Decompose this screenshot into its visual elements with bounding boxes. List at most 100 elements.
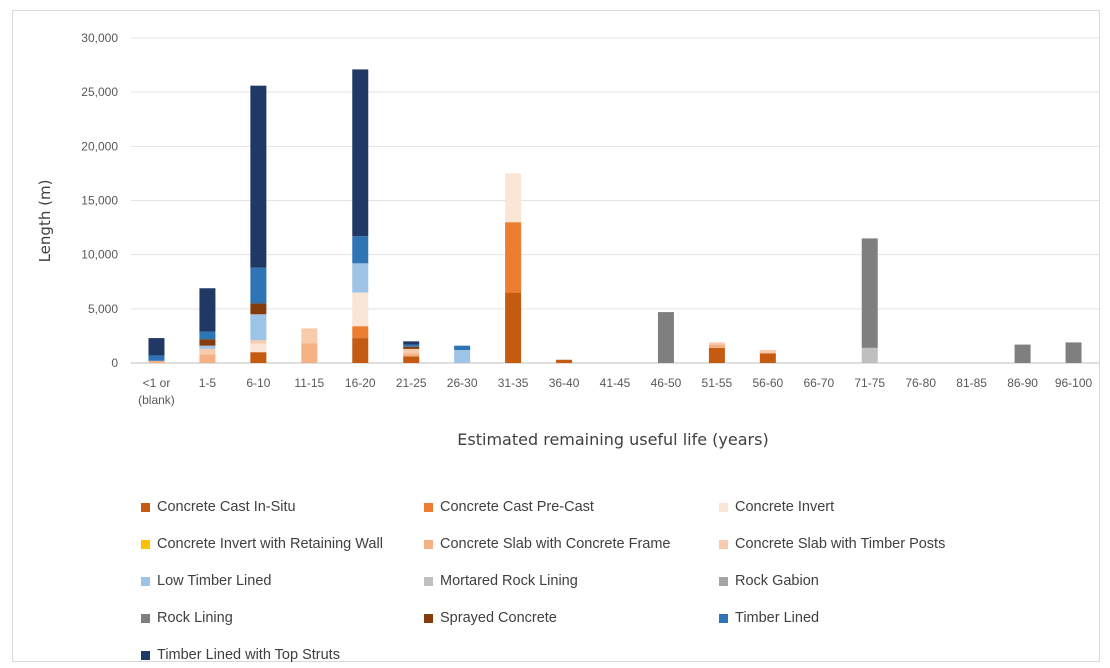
y-axis-ticks: 0 5,000 10,000 15,000 20,000 25,000 30,000: [81, 31, 118, 370]
chart-plot: 0 5,000 10,000 15,000 20,000 25,000 30,000 <1 …: [36, 31, 1099, 449]
legend-swatch: [719, 539, 728, 549]
bar-segment: [403, 346, 420, 349]
y-tick-label: 30,000: [81, 31, 118, 45]
bar-segment: [403, 344, 420, 347]
bar-segment: [505, 173, 522, 223]
x-tick-label: 51-55: [702, 376, 733, 390]
bar-segment: [657, 312, 674, 363]
x-tick-label: 41-45: [600, 376, 631, 390]
x-tick-label: <1 or (blank): [138, 376, 175, 407]
legend-label: Concrete Slab with Timber Posts: [735, 536, 946, 552]
bar-segment: [301, 328, 318, 344]
bar-segment: [454, 350, 471, 363]
legend-item: Concrete Invert with Retaining Wall: [141, 534, 424, 554]
bar-segment: [708, 347, 725, 363]
bar-segment: [250, 340, 267, 344]
bar-segment: [199, 354, 216, 363]
y-tick-label: 0: [111, 356, 118, 370]
bar-segment: [352, 263, 369, 293]
legend-swatch: [719, 576, 728, 586]
bar-segment: [148, 360, 165, 363]
x-axis-ticks: <1 or (blank) 1-5 6-10 11-15 16-20 21-25 26-30 3…: [138, 376, 1092, 407]
x-tick-label: 66-70: [803, 376, 834, 390]
bar-segment: [148, 338, 165, 356]
legend-swatch: [424, 539, 433, 549]
legend-swatch: [141, 613, 150, 623]
x-tick-label: 76-80: [905, 376, 936, 390]
bar-segment: [352, 338, 369, 363]
bar-segment: [861, 347, 878, 363]
x-axis-title: Estimated remaining useful life (years): [457, 430, 768, 449]
bar-segment: [1014, 344, 1031, 363]
x-tick-label: 1-5: [199, 376, 217, 390]
bar-segment: [403, 356, 420, 363]
bar-segment: [708, 344, 725, 348]
legend-item: Rock Lining: [141, 608, 424, 628]
x-tick-label: 56-60: [752, 376, 783, 390]
legend-label: Concrete Slab with Concrete Frame: [440, 536, 671, 552]
bar-segment: [759, 350, 776, 354]
legend-swatch: [141, 502, 150, 512]
x-tick-label: 26-30: [447, 376, 478, 390]
bar-segment: [505, 292, 522, 363]
legend-label: Mortared Rock Lining: [440, 573, 578, 589]
legend-label: Rock Gabion: [735, 573, 819, 589]
legend-label: Concrete Invert with Retaining Wall: [157, 536, 383, 552]
x-tick-label: 81-85: [956, 376, 987, 390]
bar-segment: [1065, 342, 1082, 363]
bar-segment: [556, 359, 573, 363]
legend-item: Concrete Invert: [719, 497, 1019, 517]
bar-segment: [403, 348, 420, 354]
y-axis-title: Length (m): [36, 180, 54, 263]
x-tick-label: 96-100: [1055, 376, 1093, 390]
bar-segment: [250, 352, 267, 363]
legend-label: Rock Lining: [157, 610, 233, 626]
bar-segment: [199, 339, 216, 346]
legend-item: Sprayed Concrete: [424, 608, 719, 628]
legend: Concrete Cast In-Situ Concrete Cast Pre-C…: [141, 497, 1041, 665]
legend-swatch: [141, 576, 150, 586]
legend-swatch: [424, 502, 433, 512]
y-tick-label: 25,000: [81, 85, 118, 99]
bar-segment: [861, 238, 878, 348]
x-tick-label: 71-75: [854, 376, 885, 390]
legend-label: Low Timber Lined: [157, 573, 272, 589]
x-tick-label: 86-90: [1007, 376, 1038, 390]
legend-item: Rock Gabion: [719, 571, 1019, 591]
legend-swatch: [719, 502, 728, 512]
bar-segment: [199, 288, 216, 332]
x-tick-label: 21-25: [396, 376, 427, 390]
legend-label: Concrete Invert: [735, 499, 835, 515]
bar-segment: [352, 326, 369, 339]
x-tick-label: 36-40: [549, 376, 580, 390]
bar-segment: [505, 222, 522, 293]
legend-item: Mortared Rock Lining: [424, 571, 719, 591]
legend-swatch: [719, 613, 728, 623]
bar-segment: [352, 69, 369, 237]
legend-label: Timber Lined: [735, 610, 820, 626]
x-tick-label: 46-50: [651, 376, 682, 390]
legend-item: Timber Lined with Top Struts: [141, 645, 424, 665]
bar-segment: [403, 341, 420, 345]
x-tick-label: 11-15: [294, 376, 324, 390]
legend-item: Concrete Cast Pre-Cast: [424, 497, 719, 517]
legend-item: Concrete Slab with Concrete Frame: [424, 534, 719, 554]
bar-segment: [250, 343, 267, 353]
y-tick-label: 20,000: [81, 139, 118, 153]
y-tick-label: 5,000: [88, 302, 118, 316]
bar-segment: [250, 267, 267, 304]
gridlines: [131, 37, 1099, 364]
bar-segment: [301, 343, 318, 363]
legend-item: Low Timber Lined: [141, 571, 424, 591]
x-tick-label: 16-20: [345, 376, 376, 390]
chart-container: 0 5,000 10,000 15,000 20,000 25,000 30,000 <1 …: [12, 10, 1100, 665]
legend-label: Concrete Cast Pre-Cast: [440, 499, 594, 515]
x-tick-label: 31-35: [498, 376, 529, 390]
legend-swatch: [424, 576, 433, 586]
bar-segment: [199, 348, 216, 355]
bar-segment: [250, 303, 267, 315]
bars: [148, 69, 1082, 363]
bar-segment: [199, 331, 216, 340]
legend-item: Concrete Slab with Timber Posts: [719, 534, 1019, 554]
bar-segment: [250, 85, 267, 268]
